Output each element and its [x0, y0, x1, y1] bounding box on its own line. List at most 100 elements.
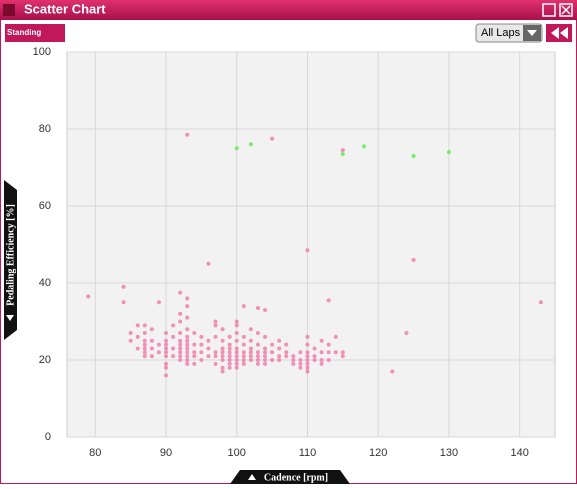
point: [164, 361, 169, 366]
point: [390, 369, 395, 374]
point: [206, 354, 211, 359]
point: [178, 319, 183, 324]
point: [171, 346, 176, 351]
point: [248, 354, 253, 359]
point: [213, 361, 218, 366]
point: [263, 346, 268, 351]
point: [298, 361, 303, 366]
point: [446, 150, 451, 155]
point: [192, 342, 197, 347]
point: [305, 342, 310, 347]
point: [213, 354, 218, 359]
point: [241, 304, 246, 309]
point: [142, 342, 147, 347]
point: [333, 334, 338, 339]
point: [319, 358, 324, 362]
point: [213, 323, 218, 328]
point: [234, 146, 239, 151]
point: [234, 346, 239, 351]
x-tick-label: 80: [89, 447, 101, 459]
point: [340, 148, 345, 153]
x-tick-label: 140: [510, 447, 528, 459]
point: [255, 342, 260, 347]
x-label-tab: [230, 470, 350, 484]
close-button[interactable]: [559, 3, 573, 17]
point: [227, 361, 232, 366]
point: [255, 331, 260, 336]
point: [121, 300, 126, 305]
point: [263, 354, 268, 359]
point: [234, 358, 239, 362]
point: [164, 350, 169, 355]
point: [270, 136, 275, 141]
point: [255, 350, 260, 355]
point: [241, 350, 246, 355]
point: [185, 358, 190, 362]
point: [277, 354, 282, 359]
point: [312, 346, 317, 351]
point: [270, 342, 275, 347]
point: [156, 342, 161, 347]
point: [234, 361, 239, 366]
point: [178, 354, 183, 359]
x-tick-label: 120: [369, 447, 387, 459]
point: [411, 257, 416, 262]
point: [142, 354, 147, 359]
point: [185, 296, 190, 301]
point: [263, 350, 268, 355]
point: [305, 354, 310, 359]
maximize-button[interactable]: [542, 3, 556, 17]
y-tick-label: 40: [39, 277, 51, 289]
point: [248, 142, 253, 147]
point: [185, 334, 190, 339]
point: [156, 300, 161, 305]
point: [326, 358, 331, 362]
point: [178, 346, 183, 351]
point: [270, 358, 275, 362]
point: [241, 334, 246, 339]
point: [298, 358, 303, 362]
point: [333, 350, 338, 355]
point: [305, 350, 310, 355]
point: [185, 346, 190, 351]
point: [185, 350, 190, 355]
point: [185, 315, 190, 320]
point: [326, 342, 331, 347]
point: [284, 350, 289, 355]
point: [340, 354, 345, 359]
y-tick-label: 60: [39, 200, 51, 212]
y-tick-label: 80: [39, 123, 51, 135]
y-tick-label: 100: [33, 46, 51, 58]
point: [291, 361, 296, 366]
point: [241, 361, 246, 366]
point: [220, 350, 225, 355]
point: [199, 358, 204, 362]
point: [171, 334, 176, 339]
point: [149, 354, 154, 359]
point: [185, 354, 190, 359]
point: [220, 369, 225, 374]
point: [164, 331, 169, 336]
point: [213, 334, 218, 339]
point: [227, 342, 232, 347]
point: [199, 342, 204, 347]
point: [178, 311, 183, 316]
point: [213, 350, 218, 355]
point: [220, 338, 225, 343]
point: [164, 346, 169, 351]
point: [227, 365, 232, 370]
point: [362, 144, 367, 149]
point: [220, 365, 225, 370]
point: [156, 350, 161, 355]
point: [192, 361, 197, 366]
point: [142, 338, 147, 343]
point: [192, 354, 197, 359]
point: [255, 306, 260, 311]
point: [312, 354, 317, 359]
close-icon: [561, 5, 571, 15]
point: [220, 354, 225, 359]
point: [255, 358, 260, 362]
point: [248, 350, 253, 355]
y-tick-label: 0: [45, 431, 51, 443]
point: [185, 342, 190, 347]
